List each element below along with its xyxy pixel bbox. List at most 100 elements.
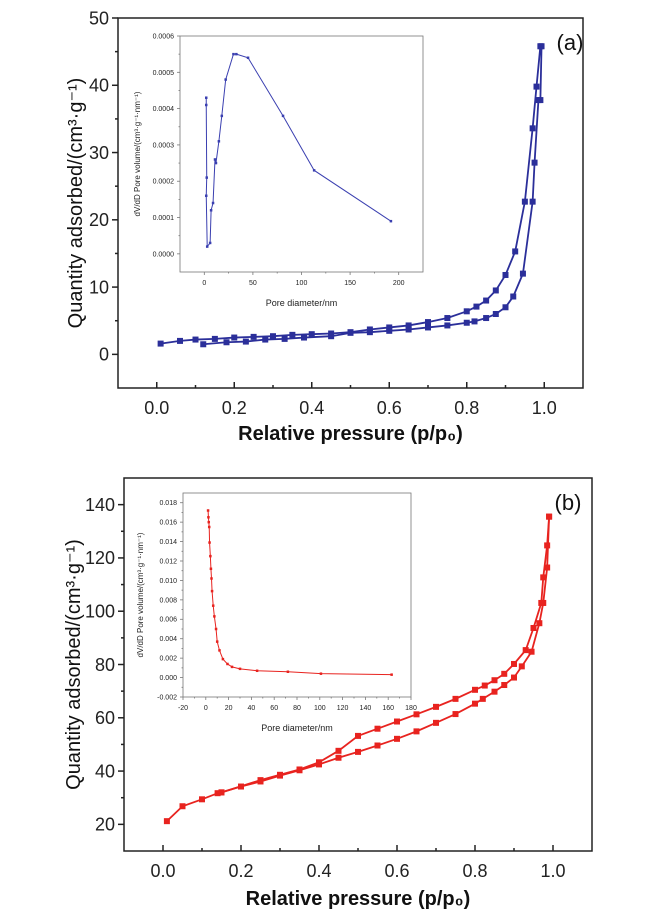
data-point [544, 564, 551, 571]
data-point [528, 648, 535, 655]
inset-y-tick-label: 0.002 [159, 656, 177, 663]
inset-x-tick-label: -20 [178, 705, 188, 712]
y-axis-label: Quantity adsorbed/(cm³·g⁻¹) [65, 78, 87, 329]
data-point [394, 735, 400, 742]
data-point [452, 711, 459, 718]
inset-y-tick-label: 0.012 [159, 558, 177, 565]
data-point [328, 330, 335, 337]
inset-y-tick-label: 0.016 [159, 520, 177, 527]
x-tick-label: 0.8 [462, 861, 487, 881]
inset-y-tick-label: 0.006 [159, 617, 177, 624]
inset-data-point [210, 577, 213, 580]
y-tick-label: 60 [95, 708, 115, 728]
data-point [223, 339, 230, 346]
data-point [433, 703, 439, 710]
data-point [192, 336, 199, 343]
x-tick-label: 0.0 [150, 861, 175, 881]
data-point [301, 334, 307, 341]
data-point [211, 335, 218, 342]
inset-data-point [218, 649, 221, 652]
data-point [405, 326, 412, 333]
inset-x-tick-label: 160 [382, 705, 394, 712]
data-point [472, 686, 478, 693]
data-point [270, 333, 276, 340]
inset-x-tick-label: 0 [204, 705, 208, 712]
data-point [355, 748, 361, 755]
data-point [444, 315, 451, 322]
inset-data-point [204, 194, 208, 198]
inset-data-point [214, 627, 218, 631]
data-point [501, 682, 508, 689]
inset-plot-frame [179, 35, 424, 273]
data-point [386, 327, 393, 334]
inset-data-point [232, 52, 235, 56]
data-point [492, 287, 499, 294]
data-point [529, 198, 536, 205]
data-point [533, 83, 540, 90]
inset-data-point [215, 640, 219, 643]
data-point [444, 322, 451, 329]
data-point [544, 542, 551, 549]
data-point [413, 711, 420, 718]
data-point [502, 271, 509, 278]
data-point [472, 700, 478, 707]
data-point [511, 660, 517, 667]
inset-y-tick-label: 0.0000 [153, 251, 175, 258]
inset-y-tick-label: 0.004 [159, 636, 177, 643]
series-line-2 [160, 46, 542, 345]
inset-x-tick-label: 40 [248, 705, 256, 712]
y-tick-label: 0 [99, 345, 109, 365]
data-point [510, 293, 517, 300]
inset-x-tick-label: 80 [293, 705, 301, 712]
data-point [157, 340, 164, 347]
x-axis-label: Relative pressure (p/p₀) [246, 888, 471, 910]
y-tick-label: 120 [85, 548, 115, 568]
inset-data-point [210, 589, 214, 593]
data-point [511, 674, 517, 681]
inset-y-tick-label: 0.0006 [153, 33, 175, 40]
inset-data-point [204, 103, 208, 107]
inset-data-point [319, 672, 323, 675]
data-point [179, 803, 186, 810]
data-point [289, 331, 296, 338]
data-point [425, 324, 431, 331]
data-point [394, 718, 400, 725]
x-tick-label: 0.6 [384, 861, 409, 881]
inset-y-tick-label: -0.002 [157, 694, 177, 701]
inset-y-tick-label: 0.0005 [153, 70, 175, 77]
data-point [218, 789, 225, 796]
y-tick-label: 20 [89, 210, 109, 230]
inset-data-point [312, 169, 316, 172]
x-tick-label: 0.2 [228, 861, 253, 881]
panel-label: (a) [557, 30, 584, 55]
y-tick-label: 40 [89, 76, 109, 96]
inset-data-point [207, 520, 211, 524]
x-tick-label: 0.4 [306, 861, 331, 881]
data-point [530, 624, 537, 631]
inset-data-point [226, 662, 229, 666]
data-point [538, 599, 545, 606]
data-point [250, 333, 257, 340]
data-point [347, 329, 354, 336]
y-tick-label: 100 [85, 602, 115, 622]
inset-y-tick-label: 0.000 [159, 675, 177, 682]
y-tick-label: 40 [95, 761, 115, 781]
inset-x-tick-label: 200 [393, 280, 405, 287]
inset-data-point [389, 219, 393, 223]
inset-series-line-1 [207, 510, 392, 676]
data-point [200, 341, 207, 348]
chart-panel-1: 0.0 0.2 0.4 0.6 0.8 1.0 0 10 20 30 40 50 (a) Relative… [65, 8, 584, 445]
data-point [519, 270, 526, 277]
data-point [335, 747, 342, 754]
inset-data-point [246, 56, 250, 60]
y-tick-label: 10 [89, 277, 109, 297]
data-point [242, 338, 249, 345]
data-point [537, 43, 544, 50]
data-point [492, 311, 499, 317]
inset-chart: 0 50 100 150 200 0.0000 0.0001 0.0002 0.0003 0.00… [133, 33, 424, 308]
inset-x-tick-label: 20 [225, 705, 233, 712]
data-point [413, 728, 420, 735]
inset-data-point [209, 209, 213, 212]
inset-y-tick-label: 0.0001 [153, 215, 175, 222]
inset-chart: -20 0 20 40 60 80 100 120 140 160 180 -0.002 0.000 0.… [136, 492, 417, 733]
